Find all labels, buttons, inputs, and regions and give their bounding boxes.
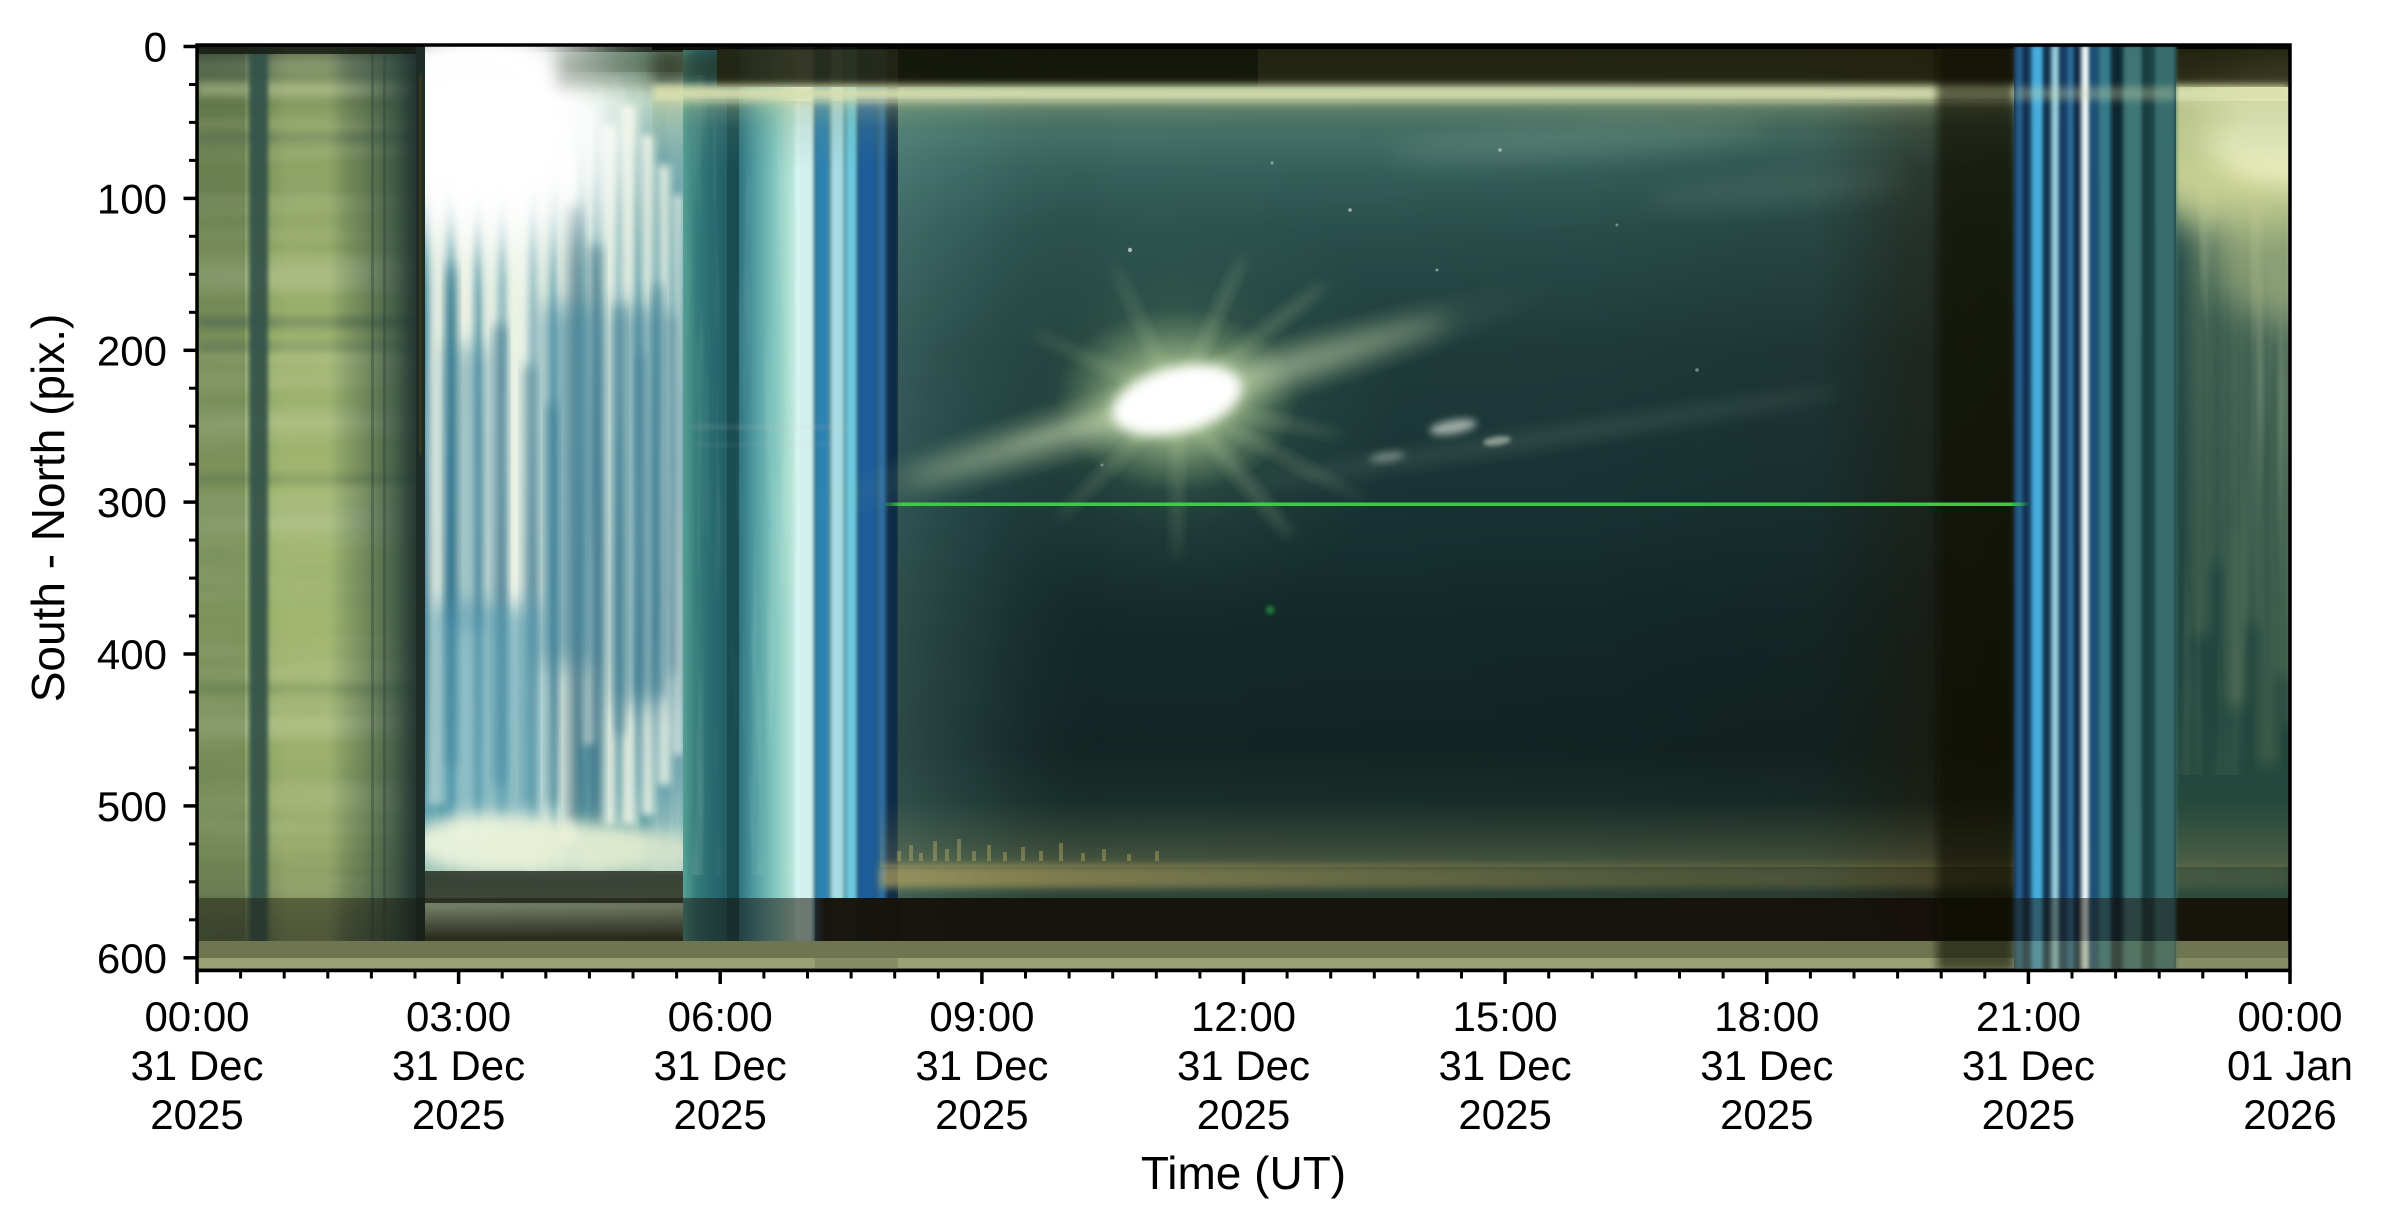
svg-text:400: 400 [97,631,167,678]
svg-text:2025: 2025 [412,1091,505,1138]
svg-text:100: 100 [97,175,167,222]
svg-text:2025: 2025 [1720,1091,1813,1138]
svg-text:31 Dec: 31 Dec [654,1042,787,1089]
svg-text:21:00: 21:00 [1976,993,2081,1040]
svg-text:31 Dec: 31 Dec [1962,1042,2095,1089]
svg-text:0: 0 [144,24,167,71]
svg-text:2025: 2025 [1197,1091,1290,1138]
svg-text:2025: 2025 [1982,1091,2075,1138]
svg-text:200: 200 [97,327,167,374]
svg-text:500: 500 [97,783,167,830]
svg-text:31 Dec: 31 Dec [1700,1042,1833,1089]
svg-text:2025: 2025 [150,1091,243,1138]
svg-text:2026: 2026 [2243,1091,2336,1138]
svg-text:00:00: 00:00 [2237,993,2342,1040]
svg-text:31 Dec: 31 Dec [1439,1042,1572,1089]
svg-text:06:00: 06:00 [668,993,773,1040]
svg-text:Time (UT): Time (UT) [1141,1147,1346,1199]
svg-text:South - North (pix.): South - North (pix.) [22,314,74,703]
svg-text:31 Dec: 31 Dec [915,1042,1048,1089]
svg-text:00:00: 00:00 [144,993,249,1040]
svg-text:300: 300 [97,479,167,526]
svg-text:12:00: 12:00 [1191,993,1296,1040]
svg-text:31 Dec: 31 Dec [1177,1042,1310,1089]
svg-text:2025: 2025 [673,1091,766,1138]
svg-text:2025: 2025 [935,1091,1028,1138]
svg-text:31 Dec: 31 Dec [130,1042,263,1089]
svg-text:15:00: 15:00 [1453,993,1558,1040]
svg-text:18:00: 18:00 [1714,993,1819,1040]
svg-text:31 Dec: 31 Dec [392,1042,525,1089]
svg-text:01 Jan: 01 Jan [2227,1042,2353,1089]
svg-text:09:00: 09:00 [929,993,1034,1040]
svg-text:2025: 2025 [1458,1091,1551,1138]
svg-text:600: 600 [97,935,167,982]
svg-text:03:00: 03:00 [406,993,511,1040]
